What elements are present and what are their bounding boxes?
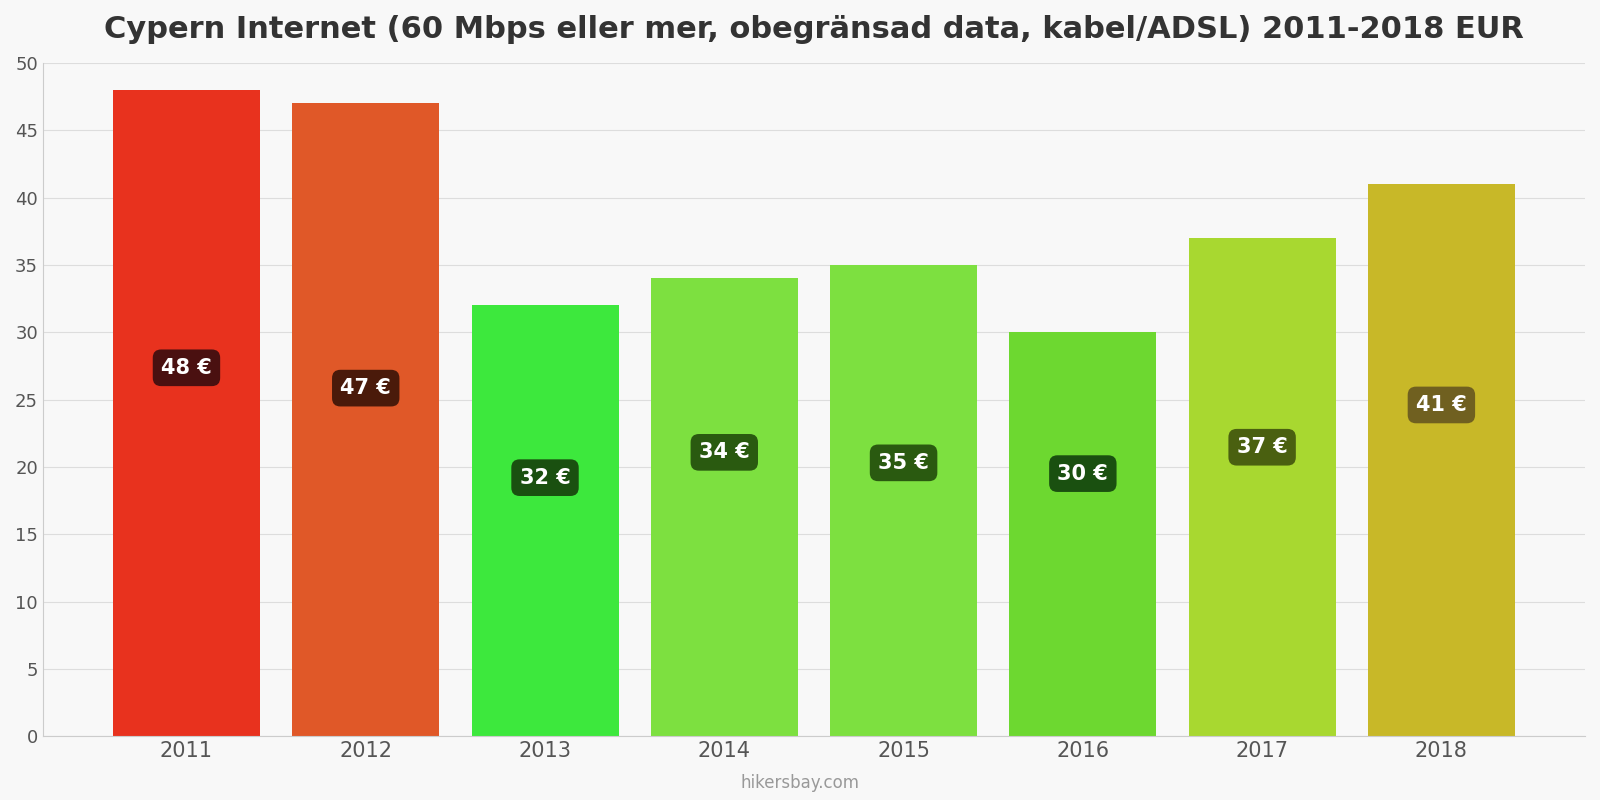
Bar bbox=[1010, 332, 1157, 736]
Bar bbox=[472, 306, 619, 736]
Text: 35 €: 35 € bbox=[878, 453, 930, 473]
Text: 34 €: 34 € bbox=[699, 442, 750, 462]
Bar bbox=[293, 103, 440, 736]
Bar bbox=[1189, 238, 1336, 736]
Bar bbox=[651, 278, 798, 736]
Text: 48 €: 48 € bbox=[162, 358, 211, 378]
Text: 41 €: 41 € bbox=[1416, 395, 1467, 415]
Title: Cypern Internet (60 Mbps eller mer, obegränsad data, kabel/ADSL) 2011-2018 EUR: Cypern Internet (60 Mbps eller mer, obeg… bbox=[104, 15, 1523, 44]
Text: 47 €: 47 € bbox=[341, 378, 390, 398]
Bar bbox=[114, 90, 259, 736]
Text: 32 €: 32 € bbox=[520, 468, 570, 488]
Bar bbox=[830, 265, 978, 736]
Text: 30 €: 30 € bbox=[1058, 464, 1109, 484]
Bar bbox=[1368, 184, 1515, 736]
Text: hikersbay.com: hikersbay.com bbox=[741, 774, 859, 792]
Text: 37 €: 37 € bbox=[1237, 438, 1288, 458]
